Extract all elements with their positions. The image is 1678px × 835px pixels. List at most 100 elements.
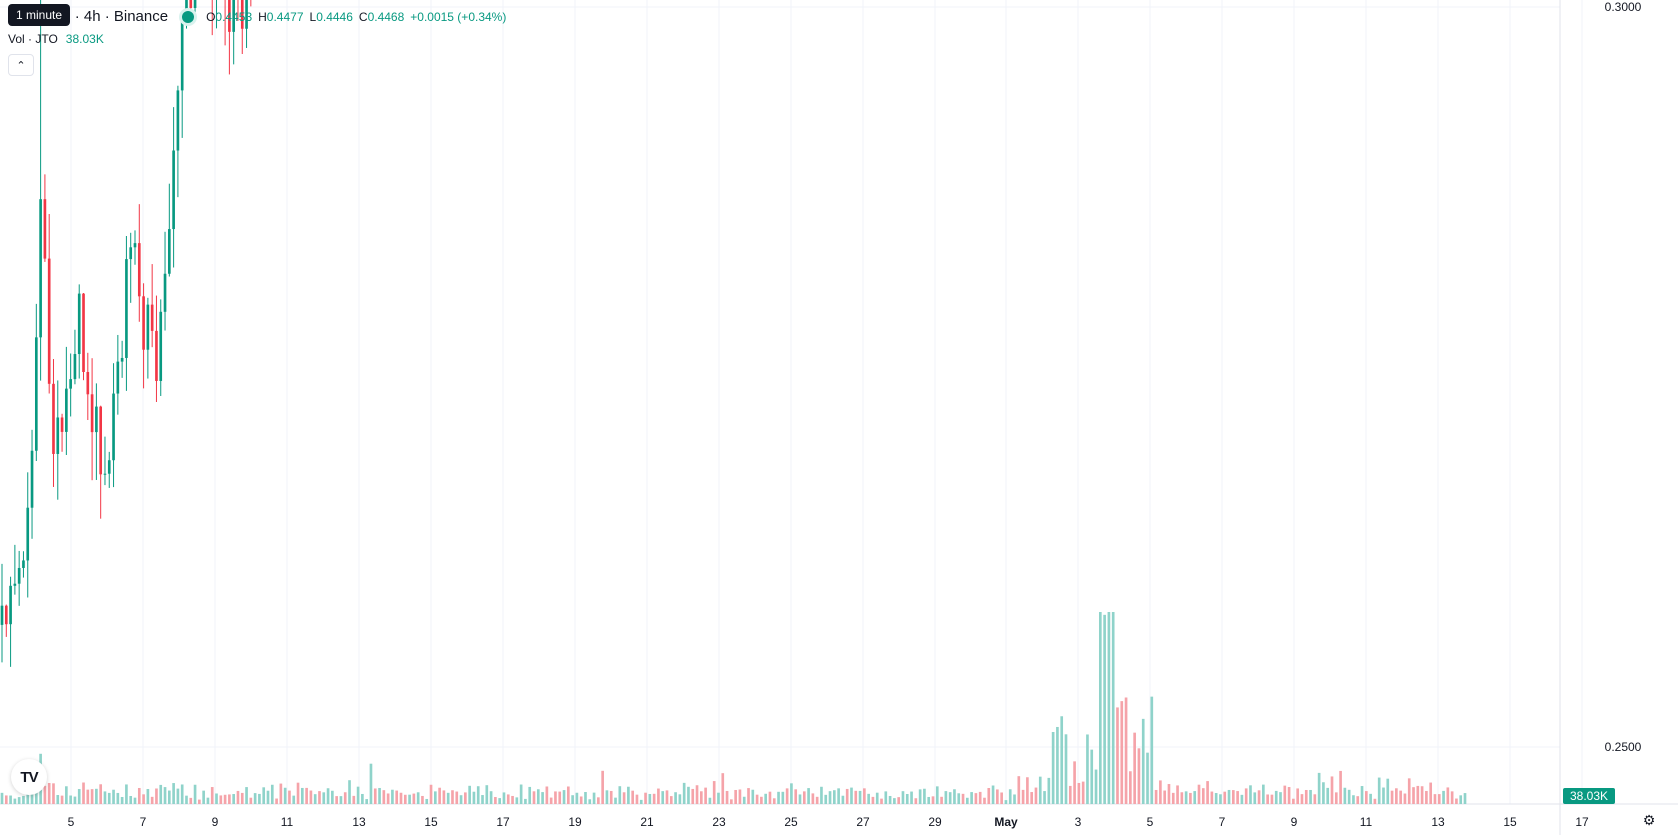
volume-bar bbox=[687, 786, 690, 804]
volume-bar bbox=[1347, 789, 1351, 804]
volume-bar bbox=[125, 784, 128, 804]
volume-bar bbox=[1425, 790, 1428, 804]
volume-bar bbox=[1068, 785, 1072, 804]
volume-bar bbox=[361, 793, 364, 804]
volume-bar bbox=[794, 789, 798, 804]
candle-body bbox=[245, 0, 248, 29]
time-tick-label: May bbox=[994, 815, 1018, 829]
ohlc-low: L0.4446 bbox=[309, 9, 353, 24]
volume-bar bbox=[378, 787, 381, 804]
volume-bar bbox=[1047, 777, 1051, 804]
volume-bar bbox=[489, 791, 493, 804]
volume-bar bbox=[116, 792, 120, 804]
volume-bar bbox=[56, 794, 60, 804]
volume-bar bbox=[472, 791, 476, 804]
candle-body bbox=[4, 605, 8, 625]
volume-bar bbox=[1176, 785, 1179, 804]
volume-bar bbox=[1223, 791, 1227, 804]
time-tick-label: 5 bbox=[68, 815, 75, 829]
volume-bar bbox=[1030, 792, 1034, 804]
volume-bar bbox=[699, 791, 703, 804]
volume-bar bbox=[575, 792, 579, 804]
volume-bar bbox=[768, 791, 772, 804]
volume-bar bbox=[1210, 791, 1214, 804]
volume-bar bbox=[1141, 718, 1145, 804]
volume-bar bbox=[1116, 707, 1119, 804]
volume-bar bbox=[90, 789, 94, 804]
volume-bar bbox=[30, 791, 34, 804]
volume-bar bbox=[1390, 790, 1394, 804]
volume-bar bbox=[601, 770, 604, 804]
volume-bar bbox=[120, 797, 124, 804]
volume-bar bbox=[107, 792, 111, 804]
volume-bar bbox=[1064, 734, 1068, 804]
volume-bar bbox=[798, 794, 802, 804]
volume-bar bbox=[1403, 793, 1407, 804]
volume-bar bbox=[1214, 793, 1218, 804]
volume-bar bbox=[996, 789, 999, 804]
volume-bar bbox=[927, 796, 931, 804]
volume-bar bbox=[987, 788, 991, 804]
volume-bar bbox=[777, 791, 780, 804]
volume-bar bbox=[416, 792, 420, 804]
volume-bar bbox=[1150, 696, 1154, 804]
volume-bar bbox=[566, 786, 570, 804]
volume-bar bbox=[73, 796, 77, 804]
volume-bar bbox=[52, 783, 55, 804]
volume-bar bbox=[1017, 776, 1021, 804]
volume-bar bbox=[807, 788, 810, 804]
volume-bar bbox=[974, 793, 978, 804]
volume-bar bbox=[476, 786, 480, 804]
candle-body bbox=[77, 293, 81, 355]
volume-bar bbox=[1206, 781, 1209, 804]
volume-label[interactable]: Vol · JTO bbox=[8, 32, 58, 46]
volume-bar bbox=[1296, 788, 1300, 804]
price-tick-label: 0.3000 bbox=[1605, 0, 1642, 14]
volume-bar bbox=[1309, 789, 1312, 804]
candle-body bbox=[155, 330, 158, 381]
volume-bar bbox=[661, 791, 665, 804]
volume-bar bbox=[300, 787, 304, 804]
ohlc-high: H0.4477 bbox=[258, 9, 304, 24]
volume-bar bbox=[545, 786, 549, 804]
volume-bar bbox=[884, 791, 888, 804]
gear-icon[interactable]: ⚙ bbox=[1642, 811, 1656, 828]
current-volume-badge bbox=[1563, 788, 1615, 804]
candle-body bbox=[240, 0, 244, 29]
candle-body bbox=[34, 337, 38, 451]
candle-body bbox=[86, 371, 90, 395]
volume-bar bbox=[935, 786, 939, 804]
volume-bar bbox=[815, 796, 819, 804]
volume-bar bbox=[875, 792, 879, 804]
volume-bar bbox=[1352, 795, 1355, 804]
volume-bar bbox=[335, 796, 338, 804]
time-tick-label: 29 bbox=[928, 815, 942, 829]
candle-body bbox=[47, 258, 51, 384]
volume-bar bbox=[283, 787, 287, 804]
time-tick-label: 13 bbox=[352, 815, 366, 829]
volume-bar bbox=[210, 787, 214, 804]
volume-bar bbox=[541, 792, 544, 804]
volume-bar bbox=[202, 790, 205, 804]
volume-bar bbox=[1021, 789, 1025, 804]
tradingview-logo-icon[interactable]: TV bbox=[11, 759, 47, 795]
volume-bar bbox=[1154, 789, 1158, 804]
volume-bar bbox=[948, 792, 952, 804]
volume-bar bbox=[1364, 791, 1368, 804]
volume-bar bbox=[498, 798, 502, 804]
volume-bar bbox=[1395, 788, 1398, 804]
volume-bar bbox=[318, 791, 321, 804]
collapse-legend-button[interactable]: ⌃ bbox=[8, 54, 34, 76]
volume-value: 38.03K bbox=[65, 32, 104, 46]
volume-bar bbox=[845, 788, 849, 804]
volume-bar bbox=[1339, 770, 1342, 804]
candle-body bbox=[232, 0, 236, 32]
volume-bar bbox=[627, 786, 630, 804]
volume-bar bbox=[506, 794, 510, 804]
candle-body bbox=[30, 450, 34, 508]
volume-bar bbox=[579, 796, 583, 804]
candle-body bbox=[9, 585, 12, 625]
volume-bar bbox=[635, 794, 639, 804]
volume-bar bbox=[1386, 778, 1390, 804]
